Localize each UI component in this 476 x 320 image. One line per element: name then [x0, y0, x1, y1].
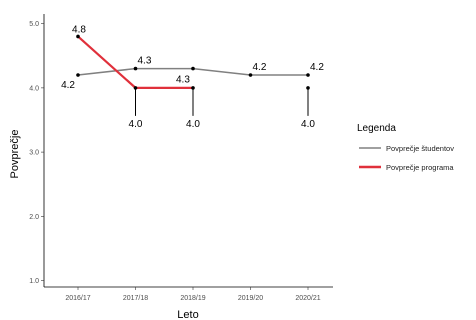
series-2-data-label: 4.8	[72, 24, 86, 35]
series-2-point	[133, 86, 138, 90]
x-axis-title: Leto	[177, 309, 198, 320]
series-1-segment	[192, 67, 251, 76]
series-2-point	[306, 86, 310, 90]
series-2-point	[191, 86, 195, 90]
series-2-data-label: 4.0	[129, 119, 143, 130]
x-tick-label: 2018/19	[180, 295, 205, 302]
series-1-data-label: 4.3	[176, 75, 190, 86]
y-tick-label: 5.0	[29, 21, 39, 28]
legend-label-series-2: Povprečje programa	[386, 163, 454, 172]
series-1-data-label: 4.2	[61, 80, 75, 91]
y-tick-label: 4.0	[29, 85, 39, 92]
y-ticks: 1.0 2.0 3.0 4.0 5.0	[29, 21, 44, 285]
x-tick-label: 2020/21	[295, 295, 320, 302]
axes	[43, 14, 333, 288]
series-1-data-label: 4.3	[138, 56, 152, 67]
x-tick-label: 2019/20	[238, 295, 263, 302]
x-ticks: 2016/17 2017/18 2018/19 2019/20 2020/21	[65, 287, 321, 302]
series-2-point	[76, 34, 80, 39]
y-tick-label: 3.0	[29, 150, 39, 157]
series-2-data-label: 4.0	[186, 119, 200, 130]
series-2-data-label: 4.0	[301, 119, 315, 130]
series-2-segment	[77, 35, 137, 89]
y-tick-label: 2.0	[29, 214, 39, 221]
x-tick-label: 2016/17	[65, 295, 90, 302]
series-1-point	[248, 73, 253, 77]
x-tick-label: 2017/18	[123, 295, 148, 302]
series-1-point	[133, 66, 138, 71]
series-1-point	[191, 66, 195, 71]
series-1-data-label: 4.2	[253, 62, 267, 73]
y-tick-label: 1.0	[29, 278, 39, 285]
legend-title: Legenda	[357, 123, 396, 134]
plot-area: 4.2 4.3 4.3 4.2 4.2 4.8 4.0 4.0 4.0	[61, 24, 324, 129]
legend-label-series-1: Povprečje študentov	[386, 144, 454, 153]
series-1-data-label: 4.2	[310, 62, 324, 73]
y-axis-title: Povprečje	[9, 130, 21, 179]
series-1-point	[306, 73, 310, 77]
legend: Legenda Povprečje študentov Povprečje pr…	[357, 123, 454, 172]
series-1-segment	[77, 67, 136, 76]
series-1-point	[76, 73, 80, 77]
